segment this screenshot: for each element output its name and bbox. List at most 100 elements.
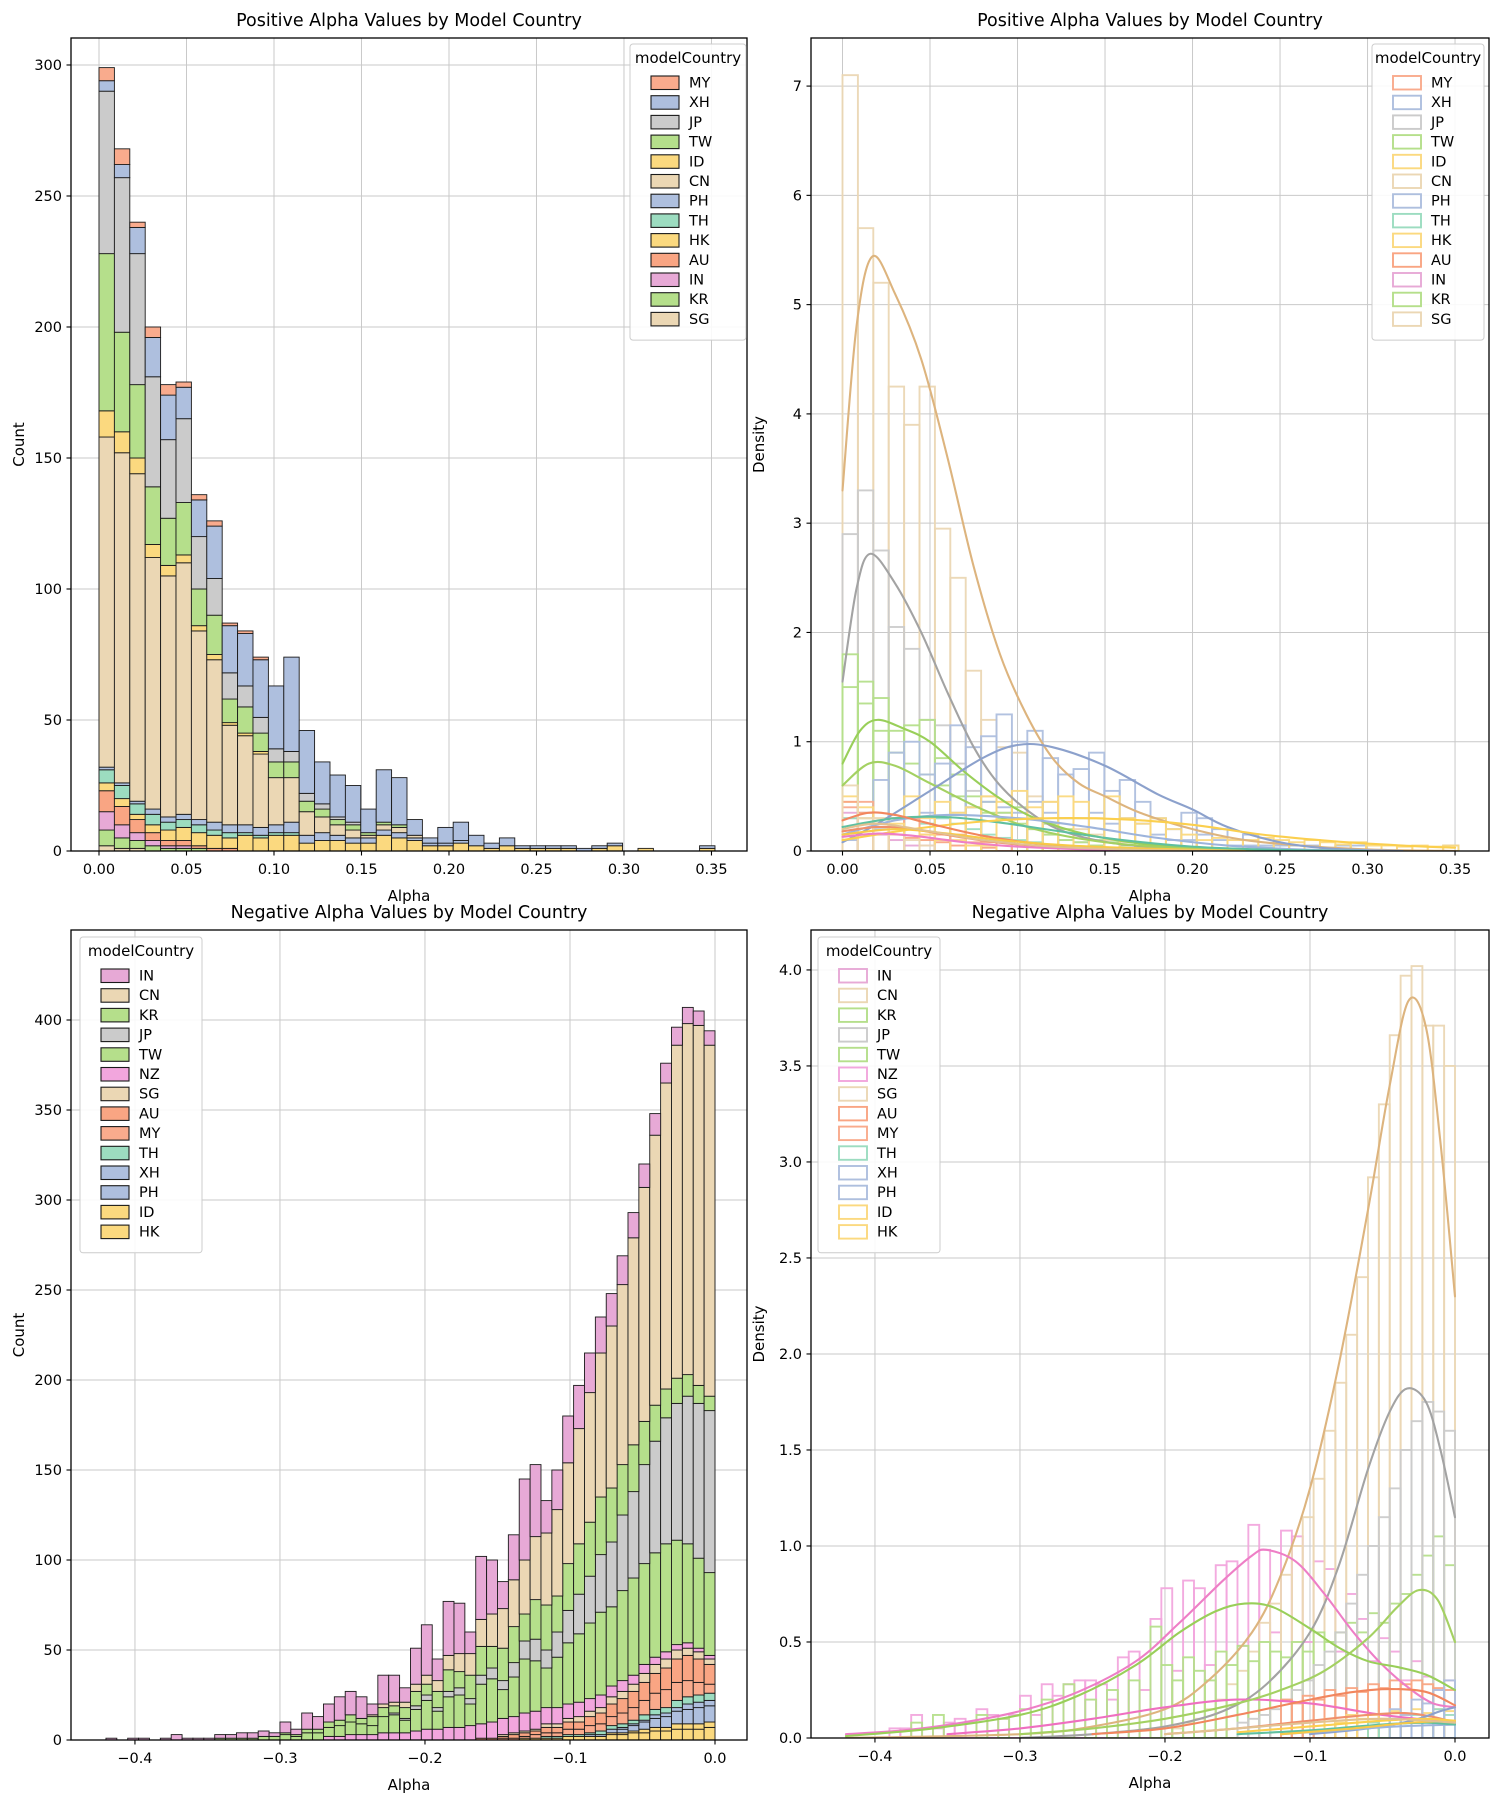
svg-text:0.5: 0.5 xyxy=(779,1635,802,1651)
legend-label-XH: XH xyxy=(139,1166,160,1182)
legend-swatch-ID xyxy=(100,1204,130,1220)
axes-spines xyxy=(810,929,1490,1739)
series-layer xyxy=(98,67,716,851)
kde-curve-TW xyxy=(841,760,1282,851)
stack-series-AU xyxy=(475,1654,716,1740)
legend-box xyxy=(629,43,747,341)
legend-swatch-IN xyxy=(1392,272,1422,288)
svg-text:250: 250 xyxy=(34,1283,62,1299)
legend-swatch-TW xyxy=(650,134,680,150)
legend-swatch-JP xyxy=(838,1027,868,1043)
legend-label-MY: MY xyxy=(689,76,711,92)
legend-swatch-TH xyxy=(100,1145,130,1161)
legend-title: modelCountry xyxy=(1375,49,1481,67)
legend-label-TW: TW xyxy=(688,135,712,151)
kde-curve-CN xyxy=(844,996,1457,1738)
legend-swatch-TH xyxy=(1392,212,1422,229)
y-axis-label: Density xyxy=(750,1305,768,1362)
legend-swatch-XH xyxy=(1392,94,1422,111)
legend-swatch-TW xyxy=(838,1046,868,1063)
legend-swatch-NZ xyxy=(838,1066,868,1082)
legend-label-SG: SG xyxy=(1431,312,1451,328)
legend-swatch-AU xyxy=(1392,252,1422,268)
series-layer xyxy=(105,1006,716,1740)
x-axis-label: Alpha xyxy=(388,1776,431,1794)
legend-swatch-MY xyxy=(650,75,680,91)
legend-swatch-TW xyxy=(100,1047,130,1062)
legend-swatch-JP xyxy=(1392,114,1422,130)
svg-text:0.10: 0.10 xyxy=(1001,862,1033,878)
axes-spines xyxy=(70,929,748,1741)
legend-label-KR: KR xyxy=(139,1008,159,1024)
legend-label-CN: CN xyxy=(689,174,710,190)
axes-spines xyxy=(70,37,748,852)
legend-swatch-IN xyxy=(838,968,868,984)
svg-text:50: 50 xyxy=(44,1643,62,1659)
kde-curve-IN xyxy=(844,1548,1457,1736)
legend-label-MY: MY xyxy=(877,1126,899,1142)
x-axis-label: Alpha xyxy=(1129,887,1172,905)
svg-text:6: 6 xyxy=(793,188,802,204)
svg-text:200: 200 xyxy=(34,1373,62,1389)
stack-series-AU xyxy=(98,790,239,851)
tick-labels: 0.00 0.05 0.10 0.15 0.20 0.25 0.30 0.35 0 50 100 15… xyxy=(34,58,727,878)
tick-labels: 0.00 0.05 0.10 0.15 0.20 0.25 0.30 0.35 0 1 2 3 4 5 6 7 xyxy=(793,79,1471,878)
legend-swatch-PH xyxy=(100,1185,130,1200)
legend-swatch-TH xyxy=(650,213,680,228)
legend-label-XH: XH xyxy=(1431,95,1452,111)
legend-label-JP: JP xyxy=(138,1028,152,1044)
legend-label-XH: XH xyxy=(877,1166,898,1182)
legend-swatch-XH xyxy=(650,95,680,110)
svg-text:0.0: 0.0 xyxy=(703,1751,726,1767)
svg-text:0.05: 0.05 xyxy=(170,862,202,878)
svg-text:300: 300 xyxy=(34,58,62,74)
svg-text:−0.2: −0.2 xyxy=(407,1751,442,1767)
chart-neg-density: −0.4 −0.3 −0.2 −0.1 0.0 0.0 0.5 1.0 1.5 2.0 2.5 3.0… xyxy=(750,903,1490,1792)
legend-label-KR: KR xyxy=(689,292,709,308)
chart-neg-stacked: −0.4 −0.3 −0.2 −0.1 0.0 0 50 100 150 200 250 300 350… xyxy=(10,903,748,1794)
svg-text:0: 0 xyxy=(793,844,802,860)
legend-swatch-PH xyxy=(1392,193,1422,209)
legend-label-PH: PH xyxy=(877,1185,897,1201)
svg-text:−0.3: −0.3 xyxy=(1002,1749,1037,1765)
legend-label-CN: CN xyxy=(139,988,160,1004)
svg-text:3: 3 xyxy=(793,516,802,532)
legend-label-JP: JP xyxy=(1430,115,1444,131)
svg-text:200: 200 xyxy=(34,320,62,336)
svg-text:0.25: 0.25 xyxy=(520,862,552,878)
legend-swatch-ID xyxy=(838,1204,868,1220)
svg-text:0: 0 xyxy=(53,844,62,860)
legend-swatch-SG xyxy=(838,1086,868,1102)
legend-label-ID: ID xyxy=(139,1205,154,1221)
legend-swatch-SG xyxy=(650,311,680,327)
legend-label-AU: AU xyxy=(689,253,710,269)
svg-text:2.5: 2.5 xyxy=(779,1251,802,1267)
axes-spines xyxy=(810,37,1490,852)
kde-curve-SG xyxy=(841,822,1229,851)
svg-text:0.15: 0.15 xyxy=(345,862,377,878)
kde-curve-HK xyxy=(1236,1717,1457,1734)
legend-swatch-MY xyxy=(100,1126,130,1141)
legend-label-NZ: NZ xyxy=(877,1067,898,1083)
legend-label-TH: TH xyxy=(1430,213,1451,229)
legend-swatch-TH xyxy=(838,1145,868,1161)
legend: modelCountry MY XH JP TW ID CN PH TH HK AU IN KR SG xyxy=(1371,43,1485,341)
svg-text:0.0: 0.0 xyxy=(779,1731,802,1747)
legend-label-XH: XH xyxy=(689,95,710,111)
svg-text:1.5: 1.5 xyxy=(779,1443,802,1459)
legend-swatch-AU xyxy=(650,252,680,268)
y-axis-label: Count xyxy=(10,422,28,467)
legend-swatch-TW xyxy=(1392,134,1422,150)
legend-label-HK: HK xyxy=(877,1225,898,1241)
legend-label-IN: IN xyxy=(877,969,892,985)
legend-swatch-CN xyxy=(100,988,130,1003)
svg-text:0.0: 0.0 xyxy=(1443,1749,1466,1765)
stack-series-KR xyxy=(279,1374,716,1737)
chart-title: Negative Alpha Values by Model Country xyxy=(231,903,588,923)
legend-title: modelCountry xyxy=(88,942,194,960)
svg-text:0.25: 0.25 xyxy=(1264,862,1296,878)
legend-label-IN: IN xyxy=(1431,273,1446,289)
legend-label-ID: ID xyxy=(689,154,704,170)
svg-text:100: 100 xyxy=(34,582,62,598)
